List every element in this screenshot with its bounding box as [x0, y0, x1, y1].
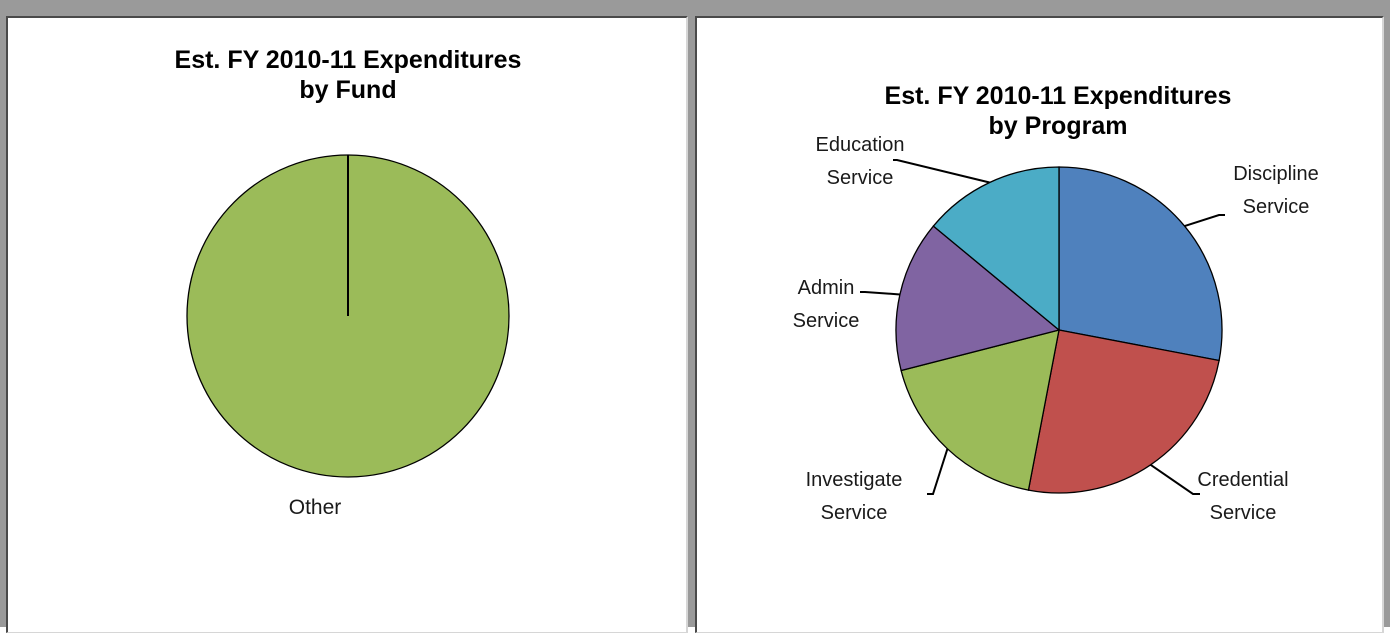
- program-label-discipline-line-2: Service: [1243, 196, 1310, 218]
- program-chart-title-line-2: by Program: [989, 112, 1128, 140]
- program-label-investigate-line-1: Investigate: [806, 469, 903, 491]
- program-label-credential-line-1: Credential: [1197, 469, 1288, 491]
- program-leader-line-credential-service: [1151, 465, 1200, 494]
- program-label-admin-line-1: Admin: [798, 277, 855, 299]
- fund-chart-title-line-2: by Fund: [299, 76, 396, 104]
- fund-pie-chart: Est. FY 2010-11 Expenditures by Fund Oth…: [8, 18, 690, 633]
- fund-chart-panel: Est. FY 2010-11 Expenditures by Fund Oth…: [6, 16, 688, 633]
- program-label-education-line-2: Service: [827, 167, 894, 189]
- program-leader-line-investigate-service: [927, 449, 947, 494]
- program-leader-line-discipline-service: [1185, 215, 1225, 226]
- program-slice-discipline-service: [1059, 167, 1222, 361]
- fund-slice-label-other: Other: [289, 496, 342, 519]
- fund-chart-title-line-1: Est. FY 2010-11 Expenditures: [175, 46, 522, 74]
- program-label-education-line-1: Education: [816, 134, 905, 156]
- program-chart-title-line-1: Est. FY 2010-11 Expenditures: [885, 82, 1232, 110]
- program-label-admin-line-2: Service: [793, 310, 860, 332]
- program-leader-line-admin-service: [860, 292, 900, 294]
- program-slice-credential-service: [1028, 330, 1219, 493]
- program-label-credential-line-2: Service: [1210, 502, 1277, 524]
- program-leader-line-education-service: [893, 160, 990, 183]
- program-chart-panel: Est. FY 2010-11 Expenditures by Program …: [695, 16, 1384, 633]
- program-label-investigate-line-2: Service: [821, 502, 888, 524]
- program-label-discipline-line-1: Discipline: [1233, 163, 1319, 185]
- program-pie-chart: Est. FY 2010-11 Expenditures by Program …: [697, 18, 1386, 633]
